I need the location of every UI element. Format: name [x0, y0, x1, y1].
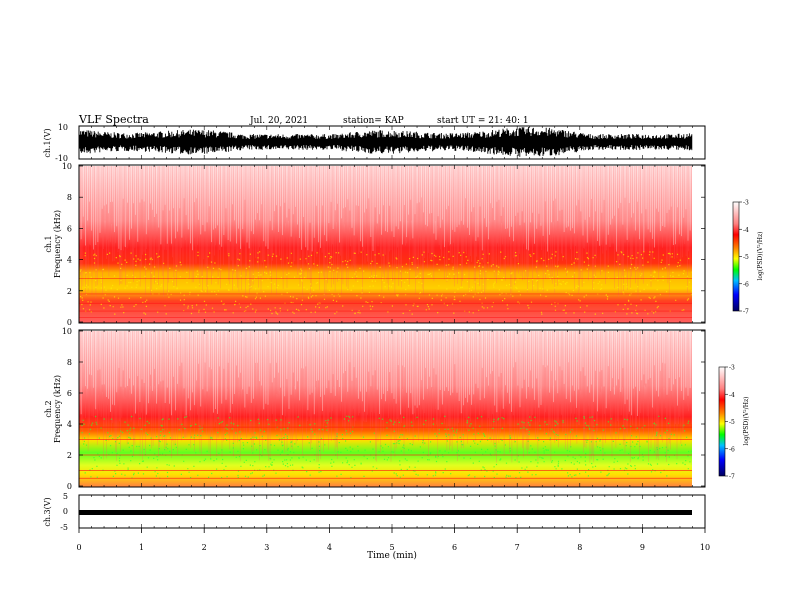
ch3-ytick-bottom: -5 — [60, 523, 68, 532]
start-time-label: start UT = 21: 40: 1 — [437, 116, 529, 126]
colorbar-ch2-label: log(PSD)(V2/Hz) — [742, 397, 750, 446]
ch3-ytick-mid: 0 — [63, 507, 68, 516]
figure-title: VLF Spectra — [78, 113, 149, 126]
time-axis: 0 1 2 3 4 5 6 7 8 9 10 — [76, 126, 710, 552]
colorbar-tick-label: -6 — [729, 446, 735, 453]
colorbar-tick-label: -4 — [743, 227, 749, 234]
waveform-ch3-panel: 5 0 -5 ch.3(V) — [43, 492, 706, 532]
freq-tick-label: 6 — [67, 224, 72, 233]
colorbar-tick-label: -4 — [729, 392, 735, 399]
spectrogram-ch2-ylabel-ch: ch.2 — [44, 400, 53, 417]
time-tick-label: 3 — [264, 543, 269, 552]
colorbar-ch1-ramp — [732, 201, 740, 312]
colorbar-tick-label: -3 — [729, 365, 735, 372]
spectrogram-ch1-panel: 0 2 4 6 8 10 ch.1 Frequency (kHz) — [44, 162, 706, 327]
ch1-ytick-top: 10 — [58, 123, 68, 132]
colorbar-ch1-label: log(PSD)(V2/Hz) — [756, 232, 764, 281]
time-tick-label: 5 — [389, 543, 394, 552]
ch1-waveform-ylabel: ch.1(V) — [43, 128, 52, 157]
waveform-ch3-trace — [79, 510, 692, 515]
spectro-empty-strip — [692, 166, 705, 322]
spectrogram-ch2-yticks: 0 2 4 6 8 10 — [62, 327, 705, 491]
spectro-dots — [81, 415, 694, 479]
colorbar-tick-label: -3 — [743, 200, 749, 207]
freq-tick-label: 2 — [67, 287, 72, 296]
freq-tick-label: 6 — [67, 389, 72, 398]
freq-tick-label: 4 — [67, 420, 72, 429]
colorbar-tick-label: -5 — [743, 254, 749, 261]
colorbar-tick-label: -6 — [743, 281, 749, 288]
spectrogram-ch1-ylabel: Frequency (kHz) — [53, 210, 62, 278]
spectro-empty-strip — [692, 331, 705, 486]
spectrogram-ch2-ylabel: Frequency (kHz) — [53, 375, 62, 443]
colorbar-ch1: -3 -4 -5 -6 -7 log(PSD)(V2/Hz) — [732, 200, 764, 316]
colorbar-ch2-ticks: -3 -4 -5 -6 -7 — [725, 365, 735, 481]
freq-tick-label: 2 — [67, 451, 72, 460]
time-tick-label: 4 — [327, 543, 332, 552]
time-tick-label: 1 — [139, 543, 144, 552]
ch3-ytick-top: 5 — [63, 492, 68, 501]
time-tick-label: 9 — [640, 543, 645, 552]
date-label: Jul. 20, 2021 — [249, 116, 308, 126]
freq-tick-label: 8 — [67, 358, 72, 367]
freq-tick-label: 10 — [62, 327, 72, 336]
ch1-ytick-bottom: -10 — [55, 154, 68, 163]
spectrogram-ch1-ylabel-ch: ch.1 — [44, 235, 53, 252]
time-tick-label: 6 — [452, 543, 457, 552]
time-tick-label: 8 — [577, 543, 582, 552]
colorbar-tick-label: -7 — [729, 474, 735, 481]
time-axis-label: Time (min) — [367, 550, 417, 561]
colorbar-ch2-ramp — [718, 366, 726, 477]
freq-tick-label: 4 — [67, 256, 72, 265]
spectrogram-ch1-yticks: 0 2 4 6 8 10 — [62, 162, 705, 327]
station-label: station= KAP — [343, 116, 404, 126]
ch3-waveform-ylabel: ch.3(V) — [43, 497, 52, 526]
spectrogram-ch2-panel: 0 2 4 6 8 10 ch.2 Frequency (kHz) — [44, 327, 706, 491]
freq-tick-label: 0 — [67, 318, 72, 327]
colorbar-ch1-ticks: -3 -4 -5 -6 -7 — [739, 200, 749, 316]
freq-tick-label: 0 — [67, 482, 72, 491]
colorbar-ch2: -3 -4 -5 -6 -7 log(PSD)(V2/Hz) — [718, 365, 750, 481]
time-tick-label: 0 — [76, 543, 81, 552]
time-tick-label: 7 — [515, 543, 520, 552]
time-tick-label: 2 — [202, 543, 207, 552]
time-tick-label: 10 — [700, 543, 710, 552]
colorbar-tick-label: -7 — [743, 309, 749, 316]
freq-tick-label: 8 — [67, 193, 72, 202]
freq-tick-label: 10 — [62, 162, 72, 171]
colorbar-tick-label: -5 — [729, 419, 735, 426]
waveform-ch1-panel: 10 -10 ch.1(V) — [43, 123, 706, 163]
